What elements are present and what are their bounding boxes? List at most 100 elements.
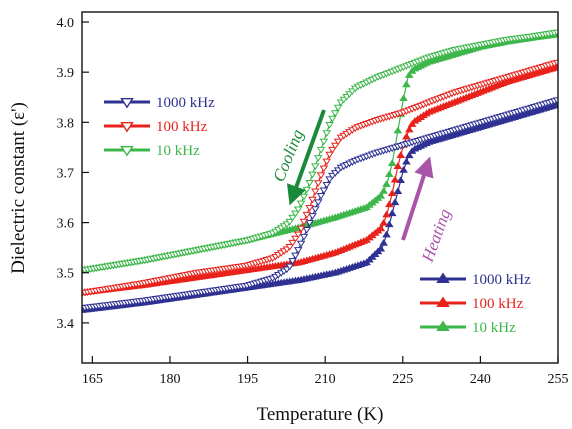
data-point (316, 192, 326, 200)
legend-label: 1000 kHz (156, 95, 215, 111)
data-point (328, 146, 337, 154)
data-point (404, 71, 414, 78)
x-tick-label: 255 (548, 372, 569, 387)
data-point (325, 151, 334, 159)
data-point (319, 165, 329, 173)
data-point (311, 206, 320, 213)
x-tick-label: 240 (470, 372, 491, 387)
data-point (399, 94, 408, 102)
data-point (299, 233, 309, 241)
data-point (385, 170, 394, 178)
data-point (302, 186, 312, 194)
legend-marker (436, 272, 450, 283)
data-point (311, 163, 320, 171)
data-point (316, 172, 326, 180)
data-point (333, 104, 343, 112)
heating-label: Heating (418, 206, 455, 265)
data-point (387, 189, 397, 197)
x-tick-label: 225 (392, 372, 413, 387)
data-point (379, 218, 388, 226)
legend-marker (120, 146, 134, 157)
y-tick-label: 3.8 (57, 116, 75, 131)
series-layer (82, 29, 558, 313)
series-cooling-100-khz (82, 59, 558, 297)
data-point (316, 146, 326, 154)
data-point (404, 151, 414, 159)
data-point (313, 155, 323, 162)
data-point (313, 180, 323, 187)
data-point (288, 239, 297, 247)
data-point (552, 97, 558, 105)
data-point (390, 175, 400, 183)
y-tick-label: 3.4 (57, 317, 75, 332)
data-point (302, 226, 312, 234)
data-point (402, 132, 411, 140)
data-point (305, 205, 314, 212)
data-point (404, 125, 414, 133)
legend-marker (120, 122, 134, 133)
data-point (379, 187, 388, 194)
y-tick-label: 3.7 (57, 166, 75, 181)
x-ticks: 165 180 195 210 225 240 255 (82, 356, 569, 387)
y-tick-label: 3.9 (57, 66, 75, 81)
data-point (299, 193, 309, 201)
data-point (393, 187, 403, 195)
data-point (305, 220, 314, 227)
legend-marker (436, 296, 450, 307)
plot-frame (81, 11, 559, 364)
data-point (319, 138, 329, 146)
data-point (325, 176, 334, 184)
legend-label: 10 kHz (156, 143, 200, 159)
data-point (311, 188, 320, 196)
legend-marker (120, 98, 134, 109)
series-cooling-10-khz (82, 29, 558, 275)
x-tick-label: 195 (237, 372, 258, 387)
series-cooling-1000-khz (82, 97, 558, 312)
x-tick-label: 210 (315, 372, 336, 387)
data-point (552, 59, 558, 67)
data-point (293, 247, 303, 254)
data-point (308, 213, 317, 220)
data-point (396, 176, 406, 184)
data-point (288, 258, 297, 265)
data-point (376, 244, 386, 252)
legend-label: 100 kHz (472, 296, 524, 312)
data-point (396, 151, 406, 158)
data-point (308, 171, 317, 179)
legend-cooling: 1000 kHz 100 kHz 10 kHz (104, 95, 215, 159)
x-tick-label: 165 (82, 372, 103, 387)
legend-marker (436, 320, 450, 331)
data-point (296, 225, 306, 233)
x-tick-label: 180 (159, 372, 180, 387)
data-point (387, 209, 397, 217)
data-point (293, 206, 303, 214)
data-point (385, 220, 394, 228)
data-point (296, 240, 306, 248)
data-point (313, 199, 323, 207)
data-point (379, 239, 388, 246)
data-point (293, 231, 303, 239)
data-point (402, 157, 411, 165)
data-point (285, 244, 295, 251)
data-point (382, 180, 391, 187)
data-point (382, 210, 391, 218)
y-axis-title: Dielectric constant (ε') (8, 102, 29, 274)
cooling-arrow (286, 109, 326, 206)
data-point (308, 196, 317, 204)
legend-label: 10 kHz (472, 320, 516, 336)
data-point (390, 198, 400, 206)
data-point (399, 166, 408, 173)
y-tick-label: 3.6 (57, 217, 75, 232)
data-point (322, 181, 332, 189)
data-point (376, 224, 386, 232)
heating-arrow (401, 156, 434, 241)
y-tick-label: 3.5 (57, 267, 75, 282)
data-point (382, 230, 391, 238)
data-point (285, 263, 295, 271)
data-point (387, 159, 397, 166)
data-point (328, 115, 337, 123)
data-point (302, 211, 312, 219)
data-point (305, 179, 314, 187)
data-point (291, 210, 300, 218)
legend-label: 100 kHz (156, 119, 208, 135)
